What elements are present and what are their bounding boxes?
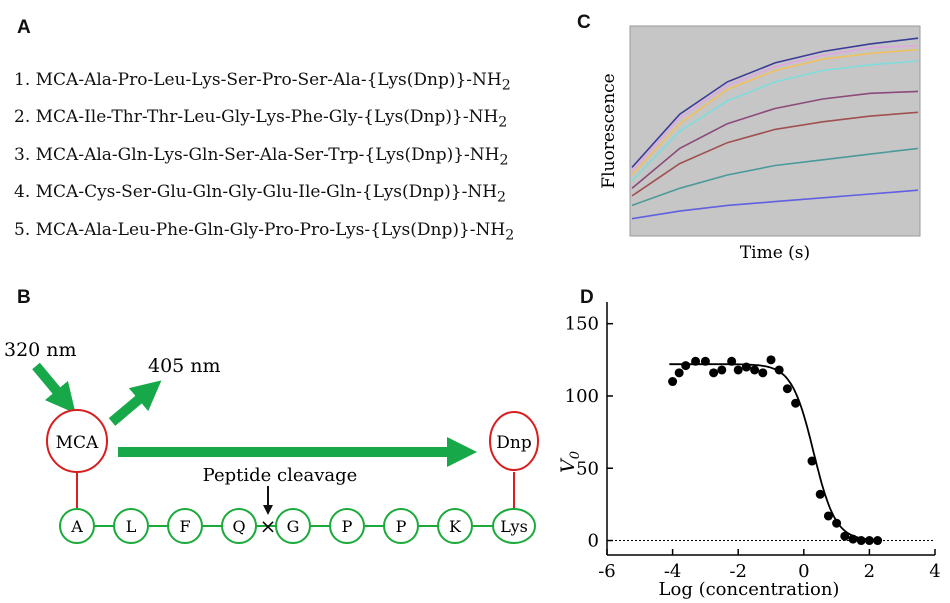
data-point [840, 532, 849, 541]
data-points [668, 355, 882, 545]
data-point [865, 536, 874, 545]
data-point [791, 399, 800, 408]
data-point [668, 377, 677, 386]
y-tick-label: 150 [565, 314, 599, 335]
excitation-label: 320 nm [4, 339, 77, 361]
x-tick-label: -6 [598, 561, 616, 582]
data-point [734, 365, 743, 374]
sequence-number: 4. [14, 182, 30, 202]
sequence-number: 2. [14, 107, 30, 127]
y-tick-label: 100 [565, 386, 599, 407]
mca-label: MCA [56, 433, 99, 453]
data-point [832, 519, 841, 528]
data-point [750, 365, 759, 374]
fret-diagram: 320 nm 405 nm MCA Dnp Peptide cleavage A… [0, 300, 560, 600]
data-point [758, 368, 767, 377]
emission-label: 405 nm [148, 355, 221, 377]
residue-label: L [126, 517, 137, 536]
sequence-text: MCA-Ala-Leu-Phe-Gln-Gly-Pro-Pro-Lys-{Lys… [36, 220, 506, 240]
residue-label: A [70, 517, 83, 536]
data-point [717, 365, 726, 374]
fit-curve [669, 364, 879, 540]
dnp-label: Dnp [496, 433, 532, 453]
data-point [701, 357, 710, 366]
peptide-chain: A L F Q G P P K Lys × [60, 509, 535, 543]
residue-label: P [342, 517, 353, 536]
data-point [681, 361, 690, 370]
residue-label: P [396, 517, 407, 536]
data-point [675, 368, 684, 377]
y-tick-label: 50 [576, 458, 599, 479]
cleavage-label: Peptide cleavage [203, 465, 358, 486]
sequence-text: MCA-Ala-Pro-Leu-Lys-Ser-Pro-Ser-Ala-{Lys… [36, 70, 502, 90]
data-point [742, 363, 751, 372]
data-point [727, 357, 736, 366]
fluorescence-plot: Time (s) Fluorescence [590, 18, 935, 268]
peptide-sequence-list: 1. MCA-Ala-Pro-Leu-Lys-Ser-Pro-Ser-Ala-{… [14, 64, 514, 251]
sequence-subscript: 2 [497, 190, 506, 206]
sequence-item: 4. MCA-Cys-Ser-Glu-Gln-Gly-Glu-Ile-Gln-{… [14, 176, 514, 213]
sequence-subscript: 2 [500, 152, 509, 168]
x-tick-label: 4 [929, 561, 940, 582]
data-point [783, 384, 792, 393]
data-point [775, 365, 784, 374]
plot-axes: -6 -4 -2 0 2 4 0 50 100 150 [565, 302, 941, 582]
data-point [691, 357, 700, 366]
sequence-text: MCA-Ile-Thr-Thr-Leu-Gly-Lys-Phe-Gly-{Lys… [36, 107, 499, 127]
sequence-number: 1. [14, 70, 30, 90]
x-tick-label: 2 [864, 561, 875, 582]
sequence-item: 2. MCA-Ile-Thr-Thr-Leu-Gly-Lys-Phe-Gly-{… [14, 101, 514, 138]
sequence-subscript: 2 [505, 227, 514, 243]
y-axis-label: Fluorescence [599, 73, 619, 188]
y-tick-label: 0 [588, 531, 599, 552]
data-point [857, 536, 866, 545]
residue-label: Q [232, 517, 245, 536]
panel-label-c: C [577, 12, 591, 34]
data-point [816, 490, 825, 499]
sequence-subscript: 2 [502, 77, 511, 93]
residue-label: G [287, 517, 300, 536]
data-point [873, 536, 882, 545]
sequence-item: 1. MCA-Ala-Pro-Leu-Lys-Ser-Pro-Ser-Ala-{… [14, 64, 514, 101]
data-point [709, 368, 718, 377]
residue-label: F [179, 517, 190, 536]
x-axis-label: Time (s) [740, 243, 810, 263]
sequence-item: 5. MCA-Ala-Leu-Phe-Gln-Gly-Pro-Pro-Lys-{… [14, 214, 514, 251]
residue-label: K [449, 517, 462, 536]
dose-response-plot: -6 -4 -2 0 2 4 0 50 100 150 Log (concentration) V… [550, 290, 950, 603]
sequence-number: 3. [14, 145, 30, 165]
panel-label-a: A [17, 17, 31, 39]
sequence-text: MCA-Cys-Ser-Glu-Gln-Gly-Glu-Ile-Gln-{Lys… [36, 182, 497, 202]
cleavage-site-mark: × [260, 514, 277, 538]
sequence-subscript: 2 [498, 115, 507, 131]
sequence-item: 3. MCA-Ala-Gln-Lys-Gln-Ser-Ala-Ser-Trp-{… [14, 139, 514, 176]
excitation-arrow [36, 366, 66, 402]
fit-curve-group [669, 364, 879, 540]
x-axis-label: Log (concentration) [659, 579, 840, 600]
residue-label: Lys [500, 517, 528, 536]
sequence-number: 5. [14, 220, 30, 240]
data-point [808, 457, 817, 466]
sequence-text: MCA-Ala-Gln-Lys-Gln-Ser-Ala-Ser-Trp-{Lys… [36, 145, 500, 165]
data-point [824, 511, 833, 520]
data-point [849, 535, 858, 544]
data-point [767, 355, 776, 364]
emission-arrow [112, 390, 150, 422]
